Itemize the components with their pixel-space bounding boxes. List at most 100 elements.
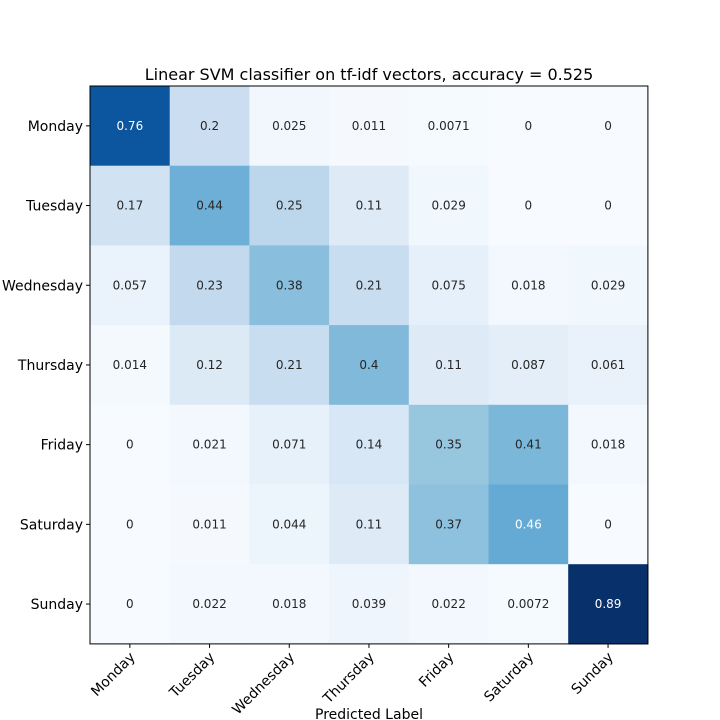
heatmap-cell [408,86,489,167]
cell-value-label: 0.018 [591,438,625,452]
y-tick-label: Monday [28,119,83,135]
cell-value-label: 0.061 [591,358,625,372]
heatmap-cell [249,484,330,565]
heatmap-cell [249,564,330,645]
cell-value-label: 0.4 [359,358,378,372]
x-tick-label: Saturday [481,649,537,705]
heatmap-cell [90,564,171,645]
cell-value-label: 0.38 [276,278,303,292]
cell-value-label: 0 [525,199,533,213]
heatmap-cell [90,325,171,406]
cell-value-label: 0.14 [356,438,383,452]
plot-frame [89,85,649,645]
heatmap-cell [488,86,569,167]
heatmap-cell [169,86,250,167]
heatmap-cell [488,165,569,246]
heatmap-cell [408,325,489,406]
heatmap-cell [329,325,410,406]
heatmap-cell [249,165,330,246]
cell-value-label: 0.021 [192,438,226,452]
x-tick-label: Tuesday [166,649,218,701]
cell-value-label: 0.025 [272,119,306,133]
heatmap-cell [329,245,410,326]
cell-value-label: 0.12 [196,358,223,372]
heatmap-cell [329,404,410,485]
y-axis-ticks: Monday Tuesday Wednesday Thursday Friday Satu… [2,119,90,613]
heatmap-cell [169,325,250,406]
cell-value-label: 0.039 [352,597,386,611]
heatmap-cell [488,484,569,565]
heatmap-cell [329,86,410,167]
y-tick-label: Sunday [31,597,83,613]
x-tick-label: Wednesday [229,649,298,718]
heatmap-cell [249,325,330,406]
cell-value-label: 0.44 [196,199,223,213]
cell-value-label: 0.11 [356,199,383,213]
cell-value-label: 0.011 [352,119,386,133]
cell-value-label: 0.23 [196,278,223,292]
cell-value-label: 0.087 [511,358,545,372]
cell-value-label: 0.25 [276,199,303,213]
heatmap-cell [329,165,410,246]
heatmap-cell [169,564,250,645]
heatmap-cell [488,325,569,406]
cell-value-label: 0.17 [116,199,143,213]
cell-value-label: 0 [604,199,612,213]
cell-value-label: 0.044 [272,517,306,531]
heatmap-cell [568,245,649,326]
heatmap-cell [568,86,649,167]
heatmap-cell [249,86,330,167]
cell-value-label: 0.018 [511,278,545,292]
heatmap-cell [488,404,569,485]
x-tick-label: Sunday [569,649,617,697]
cell-value-label: 0.0071 [428,119,470,133]
cell-value-label: 0.46 [515,517,542,531]
heatmap-cell [488,564,569,645]
heatmap-cell [408,404,489,485]
cell-value-label: 0.011 [192,517,226,531]
cell-value-label: 0.075 [431,278,465,292]
x-tick-label: Monday [88,649,138,699]
heatmap-cell [568,484,649,565]
chart-title: Linear SVM classifier on tf-idf vectors,… [145,65,594,84]
cell-value-label: 0.0072 [507,597,549,611]
heatmap-cell [488,245,569,326]
y-tick-label: Wednesday [2,278,83,294]
y-tick-label: Saturday [20,517,83,533]
heatmap-cell [169,245,250,326]
heatmap-cell [408,245,489,326]
cell-value-label: 0.029 [431,199,465,213]
heatmap-cell [90,86,171,167]
cell-value-label: 0.21 [356,278,383,292]
x-tick-label: Thursday [320,649,378,707]
heatmap-cell [408,484,489,565]
heatmap-cell-labels: 0.76 0.2 0.025 0.011 0.0071 0 0 0.17 0.44 0.25 0.1… [113,119,626,611]
heatmap-cell [408,165,489,246]
heatmap-cell [568,325,649,406]
heatmap-cell [90,484,171,565]
cell-value-label: 0 [525,119,533,133]
heatmap-cell [568,404,649,485]
heatmap-cell [169,404,250,485]
cell-value-label: 0.21 [276,358,303,372]
heatmap-cell [249,404,330,485]
heatmap-cells [90,86,649,645]
x-axis-label: Predicted Label [315,707,423,720]
cell-value-label: 0.057 [113,278,147,292]
heatmap-cell [169,484,250,565]
y-tick-label: Tuesday [25,199,83,215]
heatmap-cell [169,165,250,246]
cell-value-label: 0.11 [435,358,462,372]
heatmap-cell [249,245,330,326]
cell-value-label: 0.022 [431,597,465,611]
cell-value-label: 0 [126,438,134,452]
cell-value-label: 0 [604,517,612,531]
cell-value-label: 0.76 [116,119,143,133]
cell-value-label: 0.41 [515,438,542,452]
cell-value-label: 0.014 [113,358,147,372]
cell-value-label: 0.022 [192,597,226,611]
cell-value-label: 0.018 [272,597,306,611]
cell-value-label: 0 [604,119,612,133]
cell-value-label: 0.89 [595,597,622,611]
